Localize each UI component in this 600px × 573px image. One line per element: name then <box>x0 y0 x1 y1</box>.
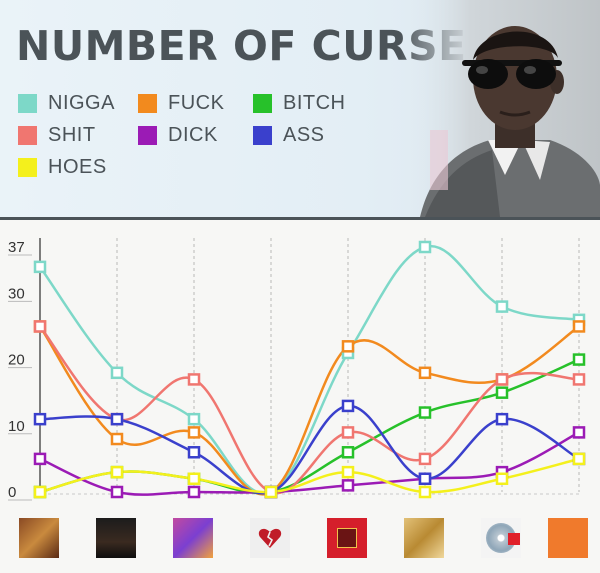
data-point-ass <box>418 472 432 486</box>
album-cover-3 <box>173 518 213 558</box>
album-cover-1 <box>19 518 59 558</box>
y-tick-label: 30 <box>8 285 25 302</box>
album-cover-8 <box>548 518 588 558</box>
data-point-hoes <box>572 452 586 466</box>
data-point-nigga <box>110 366 124 380</box>
series-line-ass <box>39 404 580 495</box>
album-cover-7 <box>481 518 521 558</box>
legend-item-bitch: BITCH <box>253 92 346 114</box>
data-point-nigga <box>495 300 509 313</box>
album-cover-5 <box>327 518 367 558</box>
album-cover-2 <box>96 518 136 558</box>
data-point-ass <box>341 399 355 413</box>
legend-swatch <box>18 93 37 113</box>
legend-swatch <box>138 93 157 113</box>
data-point-fuck <box>418 366 432 380</box>
broken-heart-icon <box>258 528 282 548</box>
data-point-dick <box>341 479 355 492</box>
legend-label: BITCH <box>283 91 346 114</box>
line-chart: 0 10 20 30 37 <box>8 238 586 501</box>
data-point-shit <box>341 426 355 439</box>
data-point-bitch <box>572 353 586 366</box>
album-cover-6 <box>404 518 444 558</box>
data-point-dick <box>110 485 124 499</box>
legend-swatch <box>253 93 272 113</box>
data-point-hoes <box>495 472 509 486</box>
header-divider <box>0 217 600 220</box>
data-point-nigga <box>187 412 201 426</box>
data-point-ass <box>110 412 124 426</box>
data-point-dick <box>572 426 586 439</box>
data-point-bitch <box>495 386 509 399</box>
y-tick-label: 37 <box>8 239 25 256</box>
legend-item-shit: SHIT <box>18 124 96 146</box>
data-point-fuck <box>187 426 201 439</box>
data-point-hoes <box>187 472 201 486</box>
data-point-hoes <box>264 485 278 499</box>
data-point-shit <box>418 452 432 466</box>
data-point-hoes <box>110 465 124 479</box>
data-point-dick <box>33 452 47 466</box>
album-art-frame <box>337 528 357 548</box>
legend-swatch <box>18 157 37 177</box>
data-point-hoes <box>33 485 47 499</box>
data-point-shit <box>33 320 47 333</box>
legend-label: FUCK <box>168 91 225 114</box>
data-point-hoes <box>341 465 355 479</box>
legend-swatch <box>18 125 37 145</box>
red-tape-icon <box>508 533 520 545</box>
legend-swatch <box>253 125 272 145</box>
series-line-hoes <box>39 457 580 494</box>
data-point-dick <box>187 485 201 499</box>
legend-item-ass: ASS <box>253 124 325 146</box>
chart-area: 0 10 20 30 37 <box>0 220 600 573</box>
legend-item-fuck: FUCK <box>138 92 224 114</box>
data-point-bitch <box>418 406 432 419</box>
portrait-image <box>400 0 600 217</box>
legend-item-hoes: HOES <box>18 156 107 178</box>
y-tick-label: 0 <box>8 484 16 501</box>
data-point-fuck <box>572 320 586 333</box>
legend-label: DICK <box>168 123 218 146</box>
data-point-fuck <box>110 432 124 446</box>
legend-label: ASS <box>283 123 325 146</box>
legend-item-dick: DICK <box>138 124 218 146</box>
legend-label: NIGGA <box>48 91 115 114</box>
data-point-nigga <box>418 240 432 254</box>
data-point-bitch <box>341 446 355 459</box>
legend-label: HOES <box>48 155 107 178</box>
album-cover-4 <box>250 518 290 558</box>
data-point-shit <box>187 373 201 386</box>
data-point-shit <box>572 373 586 386</box>
data-point-ass <box>33 412 47 426</box>
legend-swatch <box>138 125 157 145</box>
data-point-ass <box>495 412 509 426</box>
data-point-hoes <box>418 485 432 499</box>
data-point-fuck <box>341 340 355 353</box>
data-point-shit <box>495 373 509 386</box>
legend-item-nigga: NIGGA <box>18 92 115 114</box>
legend-label: SHIT <box>48 123 96 146</box>
data-point-nigga <box>33 260 47 274</box>
header: NUMBER OF CURSES NIGGA FUCK BITCH SHIT D… <box>0 0 600 217</box>
data-point-ass <box>187 446 201 459</box>
y-tick-label: 20 <box>8 352 25 369</box>
y-tick-label: 10 <box>8 418 25 435</box>
cd-icon <box>486 523 520 553</box>
